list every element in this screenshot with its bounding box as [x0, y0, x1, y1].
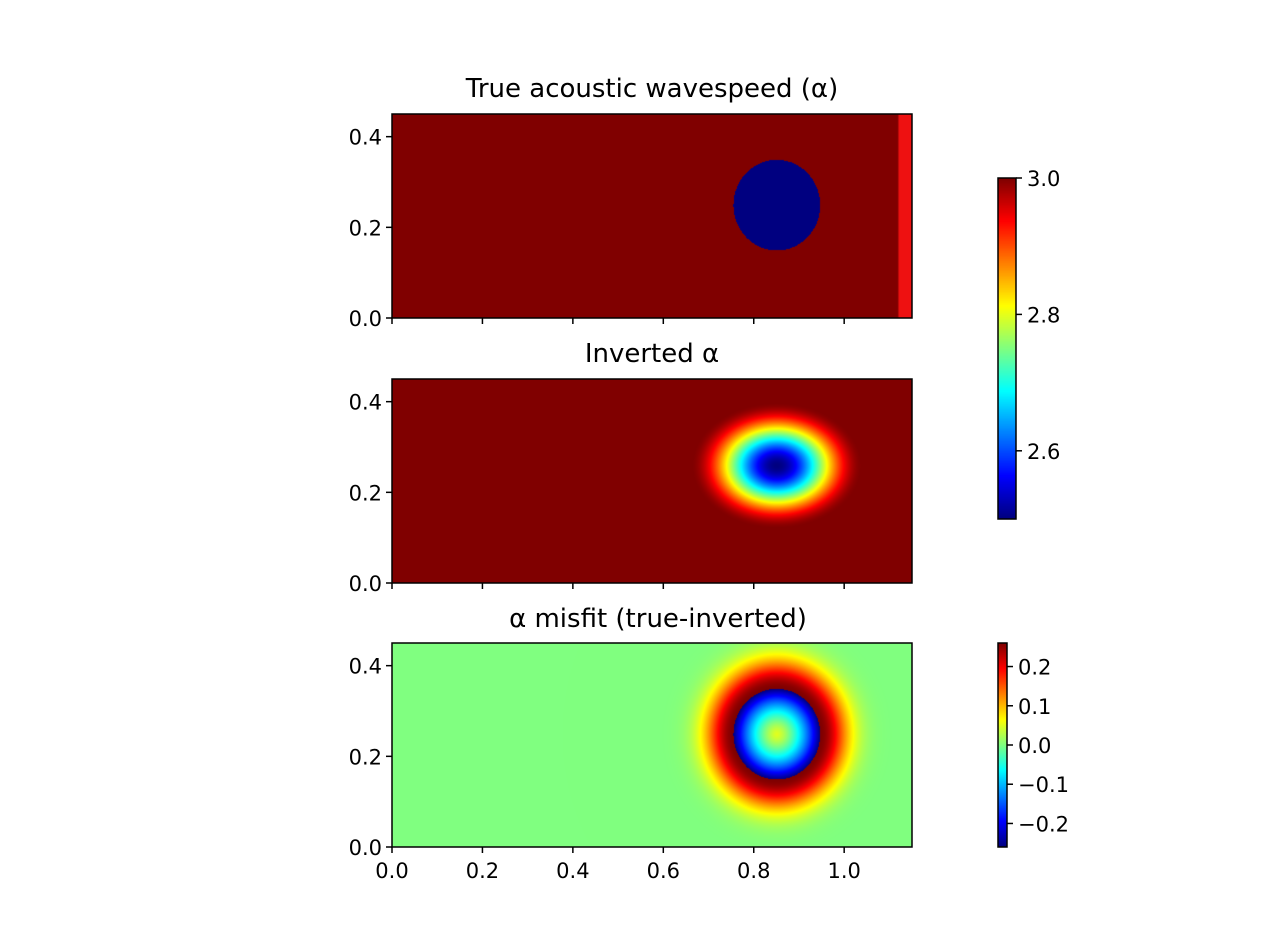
- tick-label: 0.2: [1018, 656, 1051, 680]
- axes-frame: [391, 378, 913, 584]
- panel-title: True acoustic wavespeed (α): [465, 74, 838, 104]
- tick-label: 0.6: [647, 859, 680, 883]
- axis-ticks: 0.0 0.2 0.4: [349, 126, 845, 331]
- colorbar-gradient: [998, 178, 1016, 519]
- tick-label: 0.0: [375, 859, 408, 883]
- tick-label: 0.4: [556, 859, 589, 883]
- panel-title: α misfit (true-inverted): [509, 604, 807, 634]
- tick-label: 0.0: [349, 572, 382, 596]
- tick-label: 0.2: [349, 745, 382, 769]
- axes-frame: [391, 642, 913, 848]
- tick-label: 0.2: [349, 216, 382, 240]
- heatmap-image: [392, 643, 912, 847]
- tick-label: 2.6: [1027, 440, 1060, 464]
- tick-label: −0.1: [1018, 773, 1069, 797]
- tick-label: 0.8: [737, 859, 770, 883]
- tick-label: 0.4: [349, 126, 382, 150]
- colorbar-gradient: [998, 643, 1007, 847]
- tick-label: 0.0: [349, 307, 382, 331]
- axis-ticks: 0.0 0.2 0.4: [349, 391, 845, 596]
- tick-label: 2.8: [1027, 303, 1060, 327]
- tick-label: 0.4: [349, 391, 382, 415]
- heatmap-image: [392, 114, 912, 318]
- axis-ticks: 0.0 0.2 0.4 0.0 0.2 0.4 0.6 0.8 1.0: [349, 655, 861, 883]
- tick-label: −0.2: [1018, 812, 1069, 836]
- tick-label: 3.0: [1027, 167, 1060, 191]
- colorbar-ticks: 3.0 2.8 2.6: [1016, 167, 1060, 464]
- tick-label: 0.0: [1018, 734, 1051, 758]
- tick-label: 0.0: [349, 836, 382, 860]
- colorbar-frame: [997, 177, 1017, 520]
- heatmap-image: [392, 379, 912, 583]
- colorbar-ticks: 0.2 0.1 0.0 −0.1 −0.2: [1007, 656, 1069, 836]
- panel-true-wavespeed: True acoustic wavespeed (α) 0.0 0.2 0.4: [349, 74, 913, 331]
- tick-label: 0.1: [1018, 695, 1051, 719]
- tick-label: 0.4: [349, 655, 382, 679]
- colorbar-misfit: 0.2 0.1 0.0 −0.1 −0.2: [997, 642, 1069, 848]
- panel-inverted-wavespeed: Inverted α 0.0 0.2 0.4: [349, 339, 913, 596]
- panel-misfit: α misfit (true-inverted) 0.0 0.2 0.4 0.0 0.2…: [349, 604, 913, 883]
- tick-label: 1.0: [827, 859, 860, 883]
- tick-label: 0.2: [349, 481, 382, 505]
- panel-title: Inverted α: [585, 339, 719, 369]
- axes-frame: [391, 113, 913, 319]
- tick-label: 0.2: [466, 859, 499, 883]
- colorbar-wavespeed: 3.0 2.8 2.6: [997, 167, 1060, 520]
